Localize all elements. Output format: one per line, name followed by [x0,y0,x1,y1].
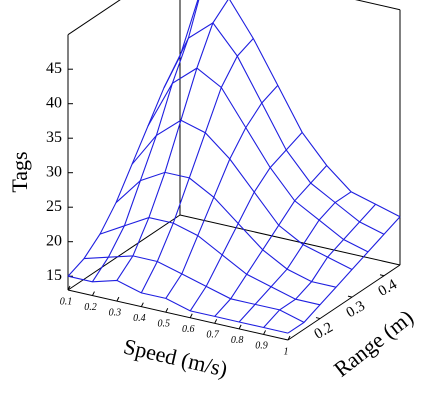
x-tick-label: 0.7 [206,330,220,341]
mesh-line [214,165,328,317]
mesh-line [99,217,321,306]
x-tick [214,319,218,324]
box-edge [67,289,289,341]
z-axis-label: Tags [7,151,32,192]
x-tick [287,335,291,341]
x-tick-label: 0.5 [158,319,171,330]
x-tick [238,324,242,330]
y-tick-label: 0.2 [312,319,336,342]
x-tick [189,313,193,319]
y-tick [379,274,385,277]
y-tick-label: 0.3 [344,298,368,321]
x-tick [140,302,144,307]
x-tick [165,307,169,313]
x-tick-label: 0.3 [109,307,122,318]
x-tick-label: 1 [284,346,289,357]
box-edge [67,214,181,291]
mesh-line [263,203,377,328]
mesh-line [179,0,401,218]
mesh-line [67,275,289,334]
z-tick-label: 45 [46,60,62,77]
mesh-line [189,132,303,312]
x-tick-label: 0.1 [60,296,73,307]
z-tick-label: 30 [46,163,62,180]
mesh-line [165,85,279,299]
mesh-line [115,171,337,288]
x-tick-label: 0.2 [84,302,97,313]
x-tick [91,291,95,296]
x-tick-label: 0.8 [231,335,244,346]
box-edge [67,0,121,36]
mesh-line [67,56,181,277]
mesh-line [163,22,385,235]
box-edge [287,264,401,341]
x-tick [67,285,71,291]
z-tick-label: 40 [46,94,62,111]
box-edge [179,214,401,266]
mesh-line [140,38,254,294]
z-tick-label: 35 [46,129,62,146]
y-tick [347,295,353,298]
mesh-line [287,216,401,334]
mesh-line [91,0,200,283]
x-tick-label: 0.4 [133,313,146,324]
axes-box: 15 20 25 30 35 40 45 0.1 0.2 0.3 0.4 0.5 0.6 0.7 0.8 0.… [46,0,401,357]
y-axis-label: Range (m) [329,304,418,381]
z-tick-label: 15 [46,267,62,284]
x-tick [263,330,267,335]
x-tick-label: 0.9 [255,341,268,352]
z-tick-label: 25 [46,198,62,215]
box-edge [355,0,401,11]
mesh-line [83,255,305,323]
x-axis-label: Speed (m/s) [121,334,230,382]
y-tick-label: 0.4 [376,276,401,299]
mesh-line [116,0,229,281]
x-tick [116,296,120,302]
mesh-line [238,191,352,323]
x-tick-label: 0.6 [182,324,195,335]
mesh-line [147,67,369,253]
surface-mesh [67,0,401,334]
mesh-line [131,119,353,270]
y-tick [315,317,321,320]
z-tick-label: 20 [46,232,62,249]
